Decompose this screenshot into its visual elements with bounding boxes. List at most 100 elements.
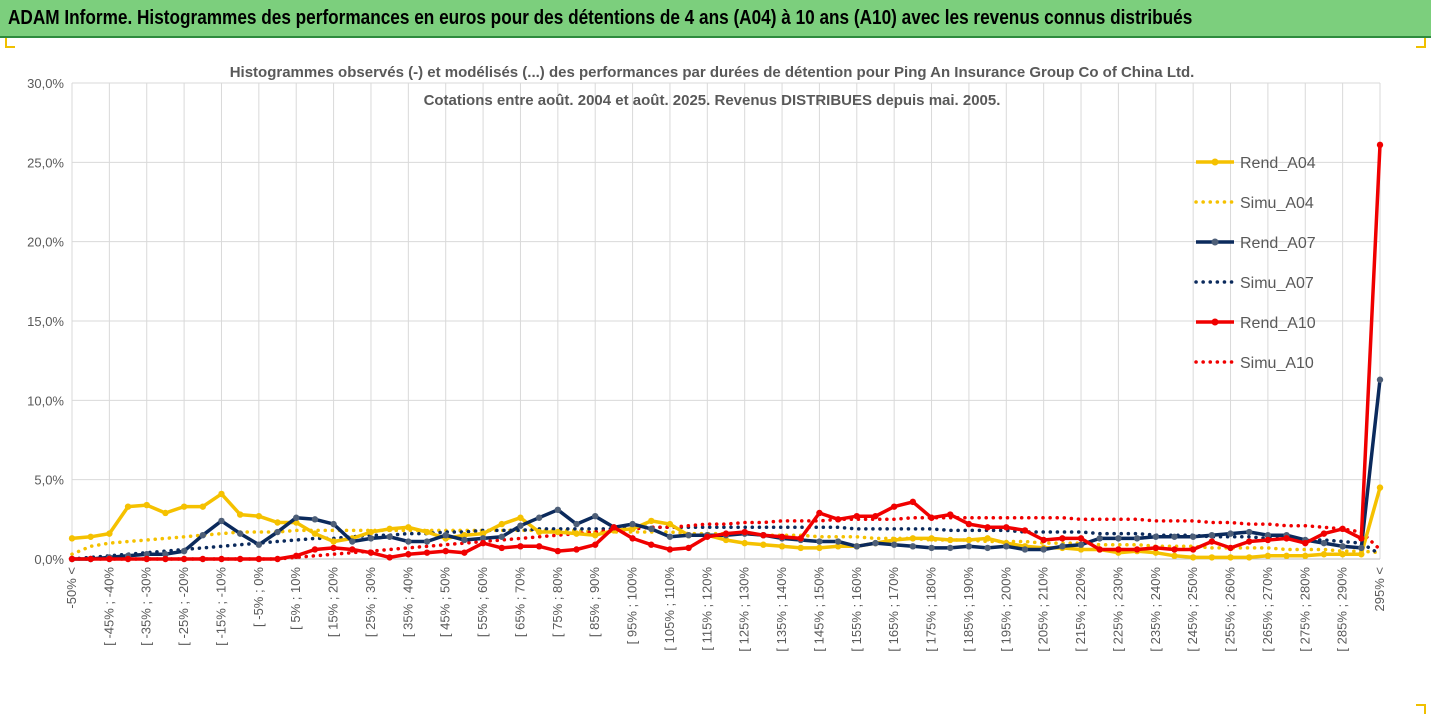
banner: ADAM Informe. Histogrammes des performan… <box>0 0 1431 38</box>
data-point <box>1208 554 1216 561</box>
data-point <box>778 543 786 550</box>
data-point <box>760 541 767 548</box>
data-point <box>293 514 300 521</box>
data-point <box>947 536 954 544</box>
legend-label: Simu_A10 <box>1240 355 1314 372</box>
data-point <box>330 520 337 528</box>
x-tick-label: [ -45% ; -40% <box>101 567 116 646</box>
x-tick-label: [ -15% ; -10% <box>213 567 228 646</box>
data-point <box>1133 535 1141 542</box>
data-point <box>1246 554 1253 561</box>
x-tick-label: [ -35% ; -30% <box>139 567 154 646</box>
data-point <box>834 543 842 550</box>
data-point <box>909 543 917 550</box>
x-tick-label: [ -5% ; 0% <box>251 567 266 627</box>
data-point <box>180 547 188 555</box>
data-point <box>349 538 356 545</box>
data-point <box>947 511 954 518</box>
data-point <box>1115 546 1122 553</box>
data-point <box>834 516 842 523</box>
data-point <box>274 528 281 536</box>
series <box>68 141 1384 563</box>
data-point <box>236 555 244 563</box>
y-tick-label: 10,0% <box>27 393 64 408</box>
data-point <box>199 555 206 563</box>
data-point <box>648 517 655 525</box>
data-point <box>461 536 468 544</box>
data-point <box>87 533 94 540</box>
grid <box>71 82 1381 560</box>
legend-label: Rend_A04 <box>1240 155 1316 172</box>
chart-frame: 0,0% 5,0% 10,0% 15,0% 20,0% 25,0% 30,0% -50% < [… <box>0 38 1431 719</box>
data-point <box>405 538 412 545</box>
y-tick-label: 30,0% <box>27 76 64 91</box>
x-tick-label: [ 85% ; 90% <box>587 567 602 638</box>
data-point <box>1302 552 1309 560</box>
data-point <box>1246 528 1253 536</box>
data-point <box>1283 552 1290 560</box>
data-point <box>330 544 337 552</box>
x-tick-label: [ 175% ; 180% <box>924 567 939 652</box>
data-point <box>928 544 935 552</box>
data-point <box>68 535 76 542</box>
data-point <box>1096 535 1103 542</box>
data-point <box>741 539 748 547</box>
data-point <box>1283 535 1290 542</box>
data-point <box>685 544 692 552</box>
data-point <box>311 530 319 537</box>
data-point <box>386 533 393 540</box>
chart-title: Histogrammes observés (-) et modélisés (… <box>230 64 1195 81</box>
x-tick-label: [ 55% ; 60% <box>475 567 490 638</box>
data-point <box>666 533 674 540</box>
data-point <box>648 541 655 548</box>
x-tick-label: [ 45% ; 50% <box>438 567 453 638</box>
data-point <box>872 539 879 547</box>
data-point <box>423 538 431 545</box>
x-tick-label: [ 255% ; 260% <box>1223 567 1238 652</box>
data-point <box>311 546 319 553</box>
data-point <box>573 530 580 537</box>
data-point <box>274 519 281 526</box>
x-tick-label: [ 245% ; 250% <box>1185 567 1200 652</box>
y-tick-label: 25,0% <box>27 155 64 170</box>
data-point <box>349 546 356 553</box>
data-point <box>722 530 730 537</box>
data-point <box>629 535 636 542</box>
data-point <box>573 520 580 528</box>
data-point <box>293 552 300 560</box>
x-tick-label: 295% < <box>1372 567 1387 611</box>
data-point <box>386 525 393 533</box>
series-line-simu-a10 <box>70 515 1382 561</box>
data-point <box>498 544 505 552</box>
x-tick-label: [ 75% ; 80% <box>550 567 565 638</box>
data-point <box>255 541 263 548</box>
data-point <box>984 535 991 542</box>
data-point <box>461 532 468 539</box>
data-point <box>704 533 711 540</box>
data-point <box>1077 535 1085 542</box>
data-point <box>797 544 804 552</box>
data-point <box>1339 525 1346 533</box>
data-point <box>573 546 580 553</box>
data-point <box>629 525 636 533</box>
legend-label: Simu_A04 <box>1240 195 1314 212</box>
data-point <box>1059 543 1066 550</box>
x-tick-label: [ 35% ; 40% <box>400 567 415 638</box>
x-tick-label: [ 235% ; 240% <box>1148 567 1163 652</box>
data-point <box>1171 533 1178 540</box>
corner-mark-top-right <box>1416 38 1426 48</box>
axes: 0,0% 5,0% 10,0% 15,0% 20,0% 25,0% 30,0% -50% < [… <box>27 76 1387 652</box>
data-point <box>592 512 599 520</box>
x-tick-label: [ 15% ; 20% <box>326 567 341 638</box>
data-point <box>816 509 823 517</box>
data-point <box>666 546 674 553</box>
data-point <box>592 541 599 548</box>
data-point <box>890 541 898 548</box>
data-point <box>1358 535 1365 542</box>
data-point <box>143 501 150 509</box>
data-point <box>405 524 412 531</box>
x-tick-label: [ 115% ; 120% <box>699 567 714 651</box>
data-point <box>330 538 337 545</box>
data-point <box>1264 532 1272 539</box>
data-point <box>1115 535 1122 542</box>
